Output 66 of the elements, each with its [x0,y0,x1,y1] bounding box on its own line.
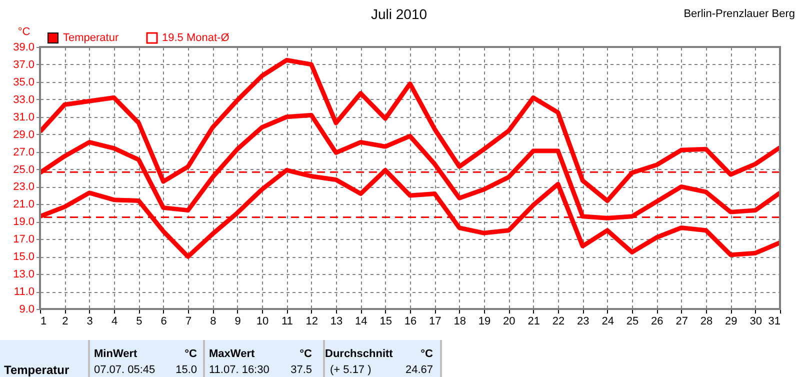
text: °C [184,348,198,360]
text: 37.5 [290,364,312,376]
x-tick-label: 21 [528,316,540,328]
x-tick-label: 2 [62,316,68,328]
x-tick-label: 25 [626,316,639,328]
y-tick-label: 21.0 [13,198,34,211]
x-tick-label: 30 [750,316,762,328]
y-tick-label: 35.0 [13,76,34,88]
y-tick-label: 9.0 [19,304,34,316]
text: Durchschnitt [325,348,394,360]
legend-label: 19.5 Monat-Ø [162,32,230,44]
text: °C [420,348,434,360]
chart-title: Juli 2010 [370,6,428,22]
y-tick-label: 15.0 [13,251,34,264]
x-tick-label: 20 [503,316,516,328]
text: 15.0 [176,364,197,376]
x-tick-label: 10 [256,316,269,328]
text: 24.67 [405,364,433,376]
x-tick-label: 9 [234,316,241,328]
x-tick-label: 12 [306,316,318,328]
y-tick-label: 11.0 [14,286,34,298]
y-tick-label: 31.0 [13,111,34,124]
y-tick-label: 39.0 [13,42,34,54]
y-axis-title: °C [18,26,30,38]
x-tick-label: 4 [111,316,118,328]
x-tick-label: 28 [700,316,713,328]
chart-subtitle: Berlin-Prenzlauer Berg [684,8,795,20]
x-tick-label: 26 [651,316,664,328]
x-tick-label: 27 [676,316,688,328]
y-tick-label: 29.0 [13,128,34,141]
y-tick-label: 13.0 [13,268,34,281]
text: (+ 5.17 ) [330,364,372,376]
x-tick-label: 18 [454,316,466,328]
line-series [40,58,780,203]
y-tick-label: 27.0 [13,146,34,158]
x-tick-label: 3 [86,316,93,328]
x-tick-label: 16 [404,316,417,328]
text: Temperatur [4,363,70,377]
y-tick-label: 19.0 [13,216,34,228]
text: 07.07. 05:45 [94,364,156,376]
y-tick-label: 17.0 [13,234,34,246]
x-tick-label: 17 [429,316,442,328]
x-tick-label: 24 [602,316,614,328]
y-tick-label: 37.0 [13,58,34,71]
x-tick-label: 15 [380,316,392,328]
y-tick-label: 33.0 [13,94,34,106]
y-tick-label: 23.0 [13,181,34,194]
y-tick-label: 25.0 [13,164,34,176]
x-tick-label: 19 [478,316,491,328]
x-tick-label: 14 [355,316,368,328]
x-tick-label: 23 [577,316,590,328]
x-tick-label: 22 [552,316,565,328]
text: °C [300,348,312,360]
x-tick-label: 31 [768,316,780,328]
x-tick-label: 29 [725,316,738,328]
text: MinWert [94,348,138,360]
x-tick-label: 1 [40,316,47,328]
x-tick-label: 8 [210,316,216,328]
x-tick-label: 11 [281,316,293,328]
x-tick-label: 6 [160,316,167,328]
text: MaxWert [209,348,255,360]
x-tick-label: 13 [330,316,343,328]
legend-label: Temperatur [63,32,119,44]
x-tick-label: 7 [185,316,192,328]
text: 11.07. 16:30 [209,364,270,376]
x-tick-label: 5 [136,316,142,328]
